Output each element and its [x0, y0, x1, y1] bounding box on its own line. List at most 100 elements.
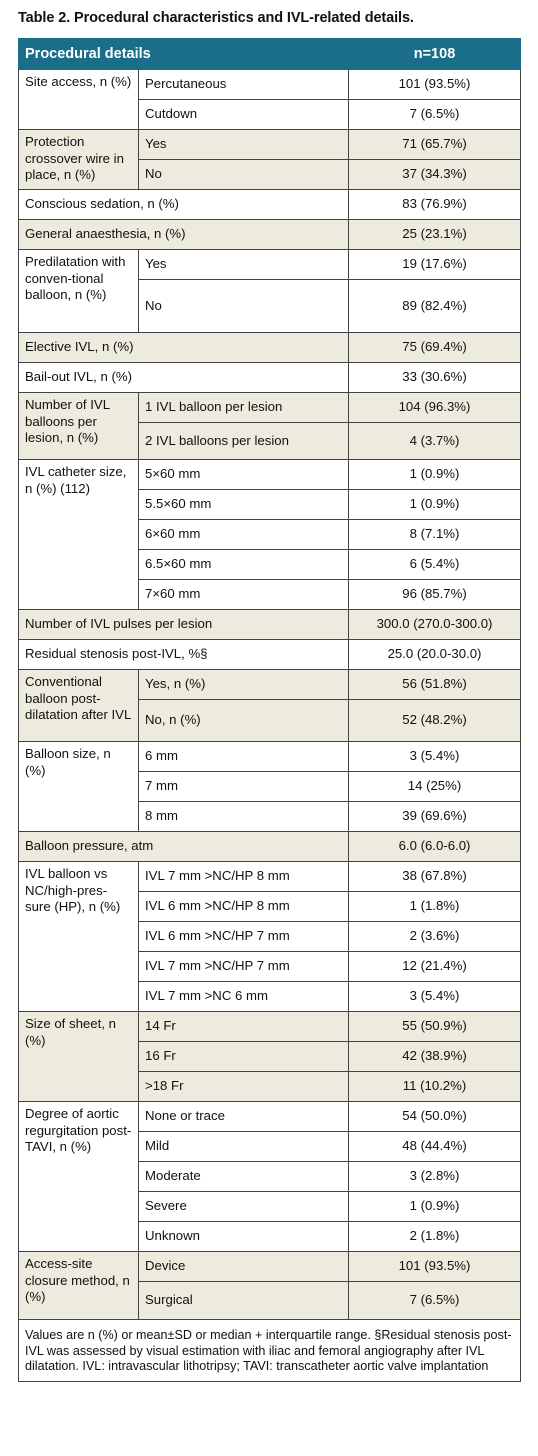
- row-value: 12 (21.4%): [348, 951, 521, 982]
- table-row: Cutdown 7 (6.5%): [19, 99, 521, 130]
- row-value: 14 (25%): [348, 771, 521, 802]
- row-value: 3 (5.4%): [348, 981, 521, 1012]
- row-label: Site access, n (%): [18, 69, 139, 130]
- row-value: 7 (6.5%): [348, 1281, 521, 1320]
- table-row: Mild 48 (44.4%): [19, 1131, 521, 1162]
- row-label: Conscious sedation, n (%): [18, 189, 349, 220]
- row-value: 56 (51.8%): [348, 669, 521, 700]
- table-row: Site access, n (%) Percutaneous 101 (93.5%…: [18, 69, 521, 130]
- row-label: IVL catheter size, n (%) (112): [18, 459, 139, 610]
- row-sublabel: 6.5×60 mm: [138, 549, 349, 580]
- table-row: General anaesthesia, n (%) 25 (23.1%): [18, 219, 521, 250]
- row-sublabel: Unknown: [138, 1221, 349, 1252]
- row-value: 54 (50.0%): [348, 1101, 521, 1132]
- row-value: 39 (69.6%): [348, 801, 521, 832]
- row-sublabel: No: [138, 279, 349, 333]
- row-value: 33 (30.6%): [348, 362, 521, 393]
- row-sublabel: Device: [138, 1251, 349, 1282]
- row-sublabel: 8 mm: [138, 801, 349, 832]
- row-value: 25.0 (20.0-30.0): [348, 639, 521, 670]
- row-sublabel: Mild: [138, 1131, 349, 1162]
- row-sublabel: Cutdown: [138, 99, 349, 130]
- row-value: 2 (3.6%): [348, 921, 521, 952]
- row-label: Residual stenosis post-IVL, %§: [18, 639, 349, 670]
- row-sublabel: No, n (%): [138, 699, 349, 742]
- row-sublabel: 14 Fr: [138, 1011, 349, 1042]
- table-row: Predilatation with conven-tional balloon…: [18, 249, 521, 333]
- row-value: 104 (96.3%): [348, 392, 521, 423]
- table-row: Severe 1 (0.9%): [19, 1191, 521, 1222]
- row-sublabel: 5×60 mm: [138, 459, 349, 490]
- table-row: >18 Fr 11 (10.2%): [19, 1071, 521, 1102]
- row-label: Number of IVL pulses per lesion: [18, 609, 349, 640]
- table-row: No 37 (34.3%): [19, 159, 521, 190]
- row-value: 1 (1.8%): [348, 891, 521, 922]
- row-value: 1 (0.9%): [348, 1191, 521, 1222]
- row-value: 6 (5.4%): [348, 549, 521, 580]
- table-row: 8 mm 39 (69.6%): [19, 801, 521, 832]
- table-row: Number of IVL pulses per lesion 300.0 (27…: [18, 609, 521, 640]
- row-value: 37 (34.3%): [348, 159, 521, 190]
- table-row: 6×60 mm 8 (7.1%): [19, 519, 521, 550]
- table-row: 6.5×60 mm 6 (5.4%): [19, 549, 521, 580]
- table-row: Access-site closure method, n (%) Device 1…: [18, 1251, 521, 1320]
- table-row: Conventional balloon post-dilatation aft…: [18, 669, 521, 742]
- row-sublabel: Severe: [138, 1191, 349, 1222]
- row-sublabel: 7×60 mm: [138, 579, 349, 610]
- row-label: Conventional balloon post-dilatation aft…: [18, 669, 139, 742]
- row-value: 71 (65.7%): [348, 129, 521, 160]
- table-row: IVL balloon vs NC/high-pres-sure (HP), n…: [18, 861, 521, 1012]
- row-value: 8 (7.1%): [348, 519, 521, 550]
- row-label: Size of sheet, n (%): [18, 1011, 139, 1102]
- table-row: Surgical 7 (6.5%): [19, 1281, 521, 1320]
- row-value: 52 (48.2%): [348, 699, 521, 742]
- row-value: 83 (76.9%): [348, 189, 521, 220]
- table-row: Residual stenosis post-IVL, %§ 25.0 (20.0…: [18, 639, 521, 670]
- table-row: Number of IVL balloons per lesion, n (%)…: [18, 392, 521, 460]
- row-value: 1 (0.9%): [348, 489, 521, 520]
- table-row: Bail-out IVL, n (%) 33 (30.6%): [18, 362, 521, 393]
- table-row: 16 Fr 42 (38.9%): [19, 1041, 521, 1072]
- row-sublabel: 5.5×60 mm: [138, 489, 349, 520]
- row-sublabel: 7 mm: [138, 771, 349, 802]
- header-n: n=108: [348, 38, 521, 70]
- row-value: 3 (2.8%): [348, 1161, 521, 1192]
- row-sublabel: Surgical: [138, 1281, 349, 1320]
- row-label: Balloon pressure, atm: [18, 831, 349, 862]
- row-sublabel: IVL 6 mm >NC/HP 7 mm: [138, 921, 349, 952]
- row-sublabel: IVL 7 mm >NC/HP 8 mm: [138, 861, 349, 892]
- row-sublabel: IVL 6 mm >NC/HP 8 mm: [138, 891, 349, 922]
- table-caption: Table 2. Procedural characteristics and …: [18, 10, 414, 26]
- row-sublabel: 6×60 mm: [138, 519, 349, 550]
- table-row: No, n (%) 52 (48.2%): [19, 699, 521, 742]
- table-row: 7×60 mm 96 (85.7%): [19, 579, 521, 610]
- row-sublabel: 6 mm: [138, 741, 349, 772]
- row-value: 11 (10.2%): [348, 1071, 521, 1102]
- table-row: 2 IVL balloons per lesion 4 (3.7%): [19, 422, 521, 460]
- procedural-table: Procedural details n=108 Site access, n …: [18, 38, 521, 1382]
- row-value: 75 (69.4%): [348, 332, 521, 363]
- row-label: Bail-out IVL, n (%): [18, 362, 349, 393]
- table-footnote: Values are n (%) or mean±SD or median + …: [18, 1319, 521, 1382]
- row-label: Balloon size, n (%): [18, 741, 139, 832]
- table-row: Protection crossover wire in place, n (%…: [18, 129, 521, 190]
- row-sublabel: 1 IVL balloon per lesion: [138, 392, 349, 423]
- row-value: 89 (82.4%): [348, 279, 521, 333]
- row-sublabel: Yes, n (%): [138, 669, 349, 700]
- row-value: 6.0 (6.0-6.0): [348, 831, 521, 862]
- row-value: 55 (50.9%): [348, 1011, 521, 1042]
- row-value: 96 (85.7%): [348, 579, 521, 610]
- table-figure: Table 2. Procedural characteristics and …: [18, 8, 521, 1382]
- row-value: 2 (1.8%): [348, 1221, 521, 1252]
- row-value: 48 (44.4%): [348, 1131, 521, 1162]
- footnote-row: Values are n (%) or mean±SD or median + …: [18, 1319, 521, 1382]
- row-value: 38 (67.8%): [348, 861, 521, 892]
- row-label: Predilatation with conven-tional balloon…: [18, 249, 139, 333]
- row-value: 42 (38.9%): [348, 1041, 521, 1072]
- table-row: 7 mm 14 (25%): [19, 771, 521, 802]
- row-label: Number of IVL balloons per lesion, n (%): [18, 392, 139, 460]
- row-label: General anaesthesia, n (%): [18, 219, 349, 250]
- table-row: IVL catheter size, n (%) (112) 5×60 mm 1 (…: [18, 459, 521, 610]
- row-value: 101 (93.5%): [348, 1251, 521, 1282]
- table-row: Elective IVL, n (%) 75 (69.4%): [18, 332, 521, 363]
